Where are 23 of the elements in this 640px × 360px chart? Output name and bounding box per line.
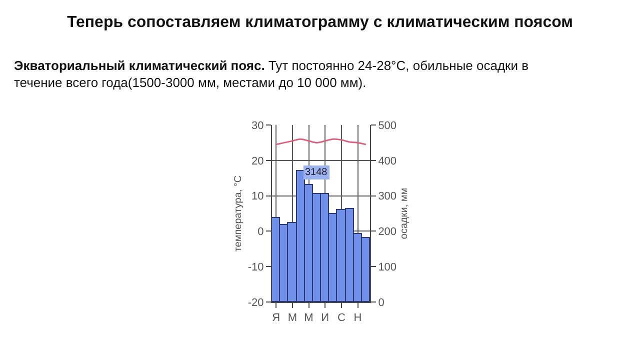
y-tick-label: -20 [248,296,264,309]
x-tick-label: Н [354,312,362,324]
y2-tick-label: 500 [378,120,397,132]
chart-subtitle: Экваториальный климатический пояс. Тут постоянно 24-28°С, обильные осадки в течение всего года(1500-3000 мм, местами до 10 000 мм). [14,58,529,90]
y-tick-label: 10 [252,190,264,203]
y-tick-label: 20 [252,155,264,168]
y-tick-label: -10 [248,261,264,274]
y2-tick-label: 200 [378,226,397,238]
chart-title: Теперь сопоставляем климатограмму с климатическим поясом [67,14,573,31]
x-tick-label: Я [272,312,280,324]
x-tick-label: М [304,312,314,324]
y2-tick-label: 100 [378,261,397,274]
x-tick-label: М [288,312,298,324]
annotation: 3148 [305,167,328,178]
y-tick-label: 0 [258,226,264,238]
y2-tick-label: 0 [378,296,384,309]
y2-tick-label: 400 [378,155,397,168]
x-tick-label: С [337,312,346,324]
x-tick-label: И [321,312,330,324]
y-axis-title: температура, °С [232,175,244,252]
y2-axis-title: осадки, мм [399,188,410,240]
y2-tick-label: 300 [378,190,397,203]
y-tick-label: 30 [252,120,264,132]
